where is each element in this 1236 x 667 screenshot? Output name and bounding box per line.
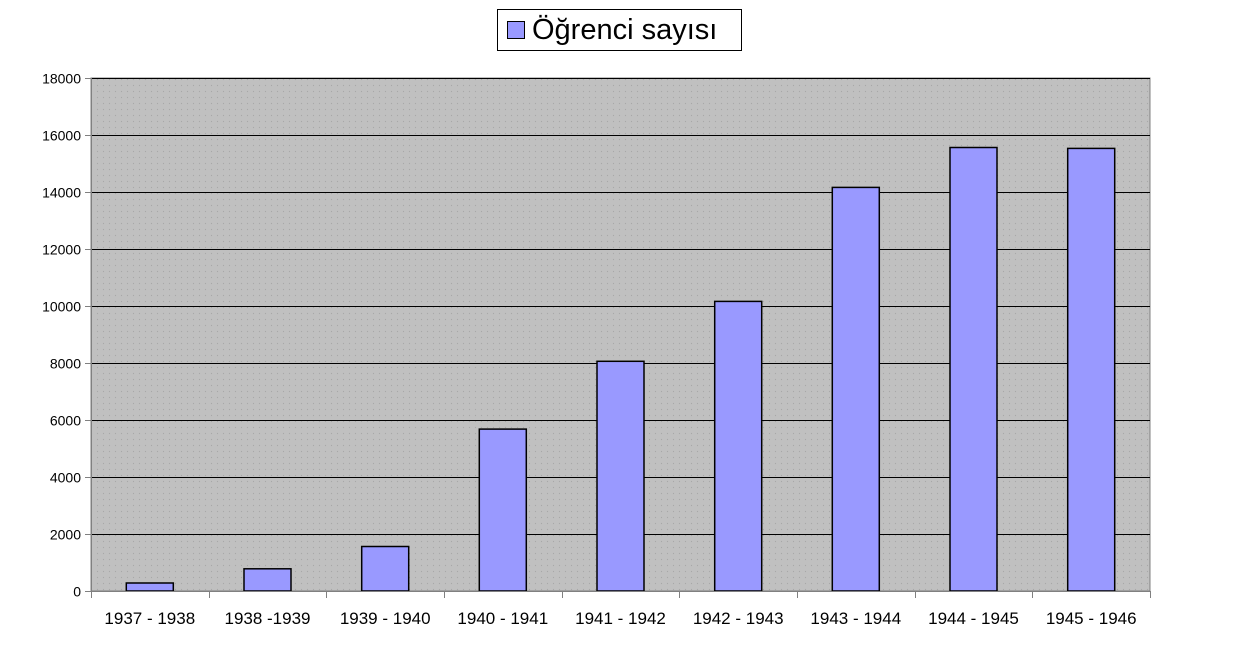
y-tick-label: 8000 bbox=[50, 356, 81, 372]
y-tick-labels: 0 2000 4000 6000 8000 10000 12000 14000 16000 180… bbox=[42, 71, 81, 600]
x-tick-label: 1939 - 1940 bbox=[340, 609, 431, 628]
legend-label: Öğrenci sayısı bbox=[532, 13, 718, 46]
bar bbox=[949, 146, 998, 592]
x-tick-label: 1941 - 1942 bbox=[575, 609, 666, 628]
y-tick-label: 16000 bbox=[42, 128, 81, 144]
bar bbox=[596, 360, 645, 592]
y-tick-label: 6000 bbox=[50, 413, 81, 429]
y-tick-label: 12000 bbox=[42, 242, 81, 258]
x-tick-label: 1944 - 1945 bbox=[928, 609, 1019, 628]
y-tick-label: 10000 bbox=[42, 299, 81, 315]
y-tick-label: 14000 bbox=[42, 185, 81, 201]
bar bbox=[1066, 147, 1116, 592]
y-tick-label: 0 bbox=[73, 584, 81, 600]
x-tick-label: 1940 - 1941 bbox=[457, 609, 548, 628]
legend: Öğrenci sayısı bbox=[497, 9, 742, 51]
axes bbox=[91, 78, 1151, 598]
x-tick-label: 1943 - 1944 bbox=[810, 609, 901, 628]
x-tick-label: 1938 -1939 bbox=[224, 609, 310, 628]
bar bbox=[360, 545, 410, 592]
y-tick-label: 18000 bbox=[42, 71, 81, 87]
x-tick-label: 1942 - 1943 bbox=[693, 609, 784, 628]
x-tick-label: 1937 - 1938 bbox=[104, 609, 195, 628]
bars bbox=[125, 146, 1116, 592]
bar bbox=[713, 300, 763, 592]
x-tick-labels: 1937 - 1938 1938 -1939 1939 - 1940 1940 - 1… bbox=[104, 609, 1136, 628]
y-tick-label: 4000 bbox=[50, 470, 81, 486]
bar bbox=[831, 186, 881, 592]
bar bbox=[125, 582, 175, 592]
bar bbox=[243, 568, 292, 592]
bar bbox=[478, 428, 528, 592]
y-tick-label: 2000 bbox=[50, 527, 81, 543]
legend-swatch bbox=[507, 21, 525, 39]
x-tick-label: 1945 - 1946 bbox=[1046, 609, 1137, 628]
